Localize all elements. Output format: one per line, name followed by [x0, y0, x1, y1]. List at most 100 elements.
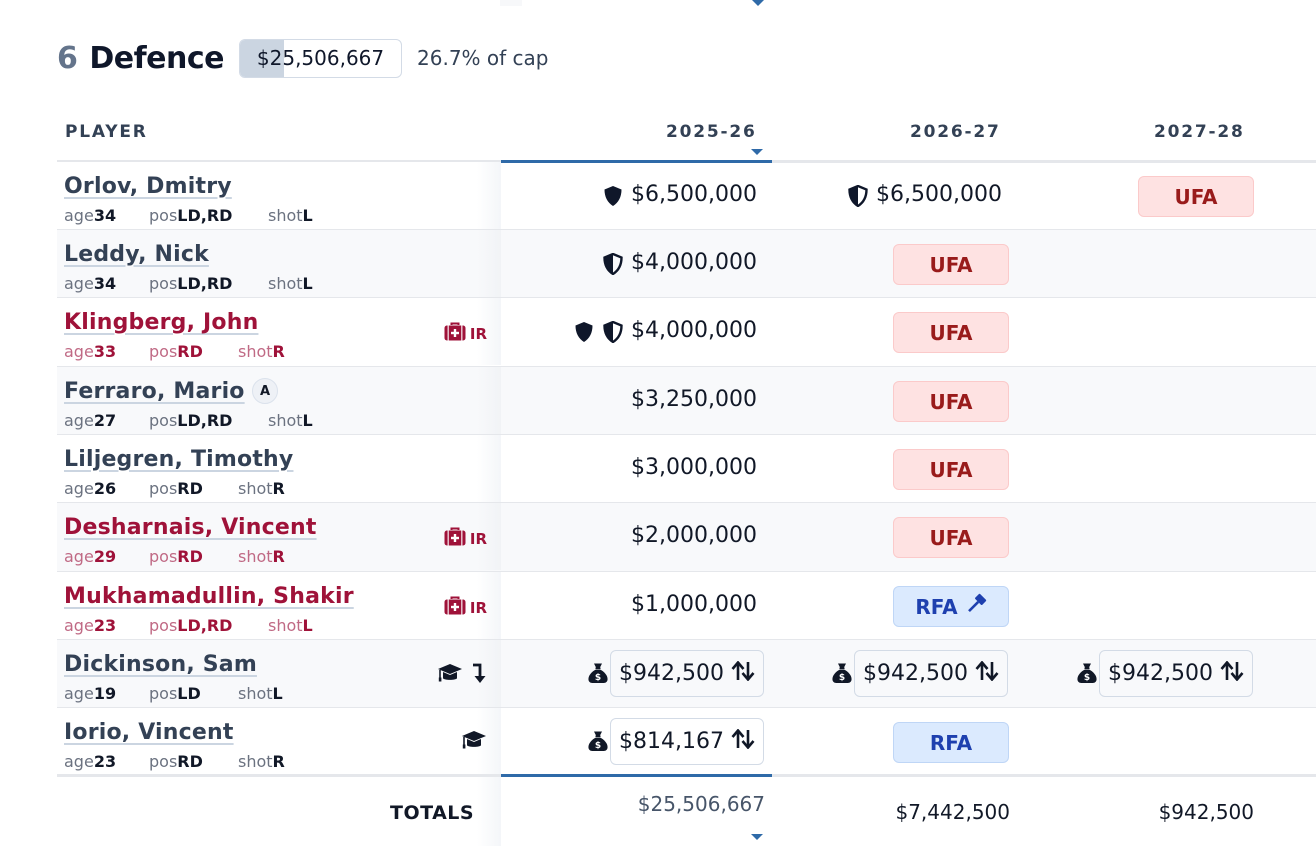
player-name-link[interactable]: Dickinson, Sam	[64, 652, 257, 677]
ufa-badge: UFA	[1138, 176, 1254, 217]
age-label: age	[64, 411, 94, 430]
no-trade-full-shield-icon[interactable]	[574, 321, 594, 347]
swap-arrows-icon	[724, 727, 755, 755]
injured-reserve-tag: IR	[444, 527, 487, 550]
player-name-link[interactable]: Iorio, Vincent	[64, 720, 234, 745]
player-name-link[interactable]: Liljegren, Timothy	[64, 447, 294, 472]
shot-label: shot	[268, 616, 303, 635]
header-divider	[57, 160, 1316, 163]
status-label: UFA	[929, 252, 973, 277]
cap-hit-badge: $25,506,667	[239, 38, 403, 78]
player-cell: Liljegren, Timothy age26 posRD shotR	[57, 435, 501, 502]
injured-reserve-tag: IR	[444, 596, 487, 619]
alternate-captain-badge: A	[252, 378, 278, 404]
svg-text:$: $	[595, 741, 601, 751]
slide-contract-amount[interactable]: $942,500	[610, 650, 764, 697]
section-title: Defence	[89, 40, 225, 76]
status-label: RFA	[929, 730, 973, 755]
table-header: PLAYER 2025-26 2026-27 2027-28	[57, 94, 1316, 163]
column-header-player[interactable]: PLAYER	[65, 122, 148, 142]
age-value: 34	[93, 274, 117, 293]
shot-value: L	[302, 206, 313, 225]
pos-label: pos	[149, 684, 178, 703]
svg-text:$: $	[1084, 673, 1090, 683]
sort-desc-icon	[751, 149, 763, 155]
ir-label: IR	[469, 324, 487, 343]
column-header-2027-28[interactable]: 2027-28	[1154, 122, 1245, 142]
pos-value: LD,RD	[177, 274, 233, 293]
shot-value: L	[272, 684, 283, 703]
player-cell: Klingberg, John age33 posRD shotR IR	[57, 298, 501, 365]
signing-bonus-moneybag-icon: $	[831, 662, 853, 688]
player-row: Orlov, Dmitry age34 posLD,RD shotL $6,500,00…	[57, 162, 1316, 230]
player-row: Dickinson, Sam age19 posLD shotL $942,500 $ $9…	[57, 640, 1316, 708]
signing-bonus-moneybag-icon: $	[587, 662, 609, 688]
status-label: UFA	[929, 320, 973, 345]
ir-label: IR	[469, 529, 487, 548]
total-2026-27: $7,442,500	[895, 800, 1010, 824]
shot-label: shot	[238, 752, 273, 771]
cap-hit-amount: $4,000,000	[631, 250, 757, 275]
graduation-cap-icon	[461, 730, 487, 754]
injured-reserve-tag: IR	[444, 322, 487, 345]
pos-value: RD	[177, 752, 203, 771]
sort-desc-icon	[751, 834, 763, 840]
rfa-badge: RFA	[893, 722, 1009, 763]
slide-contract-amount[interactable]: $814,167	[610, 718, 764, 765]
shot-label: shot	[238, 684, 273, 703]
no-trade-partial-shield-icon[interactable]	[603, 320, 623, 347]
player-cell: Leddy, Nick age34 posLD,RD shotL	[57, 230, 501, 297]
cap-hit-value: $25,506,667	[256, 46, 385, 70]
shot-value: L	[302, 274, 313, 293]
pos-label: pos	[149, 206, 178, 225]
slide-contract-amount[interactable]: $942,500	[1099, 650, 1253, 697]
age-label: age	[64, 616, 94, 635]
shot-label: shot	[268, 206, 303, 225]
shot-value: R	[272, 342, 285, 361]
shot-value: L	[302, 616, 313, 635]
medkit-icon	[444, 527, 470, 550]
no-trade-partial-shield-icon[interactable]	[603, 252, 623, 279]
age-value: 34	[93, 206, 117, 225]
shot-label: shot	[238, 342, 273, 361]
cap-hit-amount: $2,000,000	[631, 523, 757, 548]
cap-hit-amount: $942,500	[863, 661, 968, 686]
age-value: 33	[93, 342, 117, 361]
cap-hit-amount: $3,250,000	[631, 387, 757, 412]
player-cell: Orlov, Dmitry age34 posLD,RD shotL	[57, 162, 501, 229]
player-cell: Desharnais, Vincent age29 posRD shotR IR	[57, 503, 501, 570]
totals-divider	[57, 774, 1316, 777]
player-name-link[interactable]: Ferraro, Mario	[64, 379, 245, 404]
age-label: age	[64, 274, 94, 293]
no-trade-partial-shield-icon[interactable]	[848, 184, 868, 211]
slide-contract-amount[interactable]: $942,500	[854, 650, 1008, 697]
status-label: UFA	[929, 389, 973, 414]
total-2027-28: $942,500	[1158, 800, 1254, 824]
cap-hit-amount: $4,000,000	[631, 318, 757, 343]
svg-text:$: $	[595, 673, 601, 683]
column-header-2026-27[interactable]: 2026-27	[910, 122, 1001, 142]
pos-value: RD	[177, 342, 203, 361]
age-label: age	[64, 752, 94, 771]
ufa-badge: UFA	[893, 381, 1009, 422]
pos-label: pos	[149, 752, 178, 771]
player-row: Klingberg, John age33 posRD shotR IR $4,000,0…	[57, 298, 1316, 367]
column-header-2025-26[interactable]: 2025-26	[666, 122, 757, 142]
ir-label: IR	[469, 598, 487, 617]
swap-arrows-icon	[724, 659, 755, 687]
player-name-link[interactable]: Orlov, Dmitry	[64, 174, 232, 199]
no-trade-full-shield-icon[interactable]	[603, 185, 623, 211]
player-name-link[interactable]: Desharnais, Vincent	[64, 515, 317, 540]
player-name-link[interactable]: Klingberg, John	[64, 310, 259, 335]
shot-value: R	[272, 479, 285, 498]
cap-hit-amount: $814,167	[619, 729, 724, 754]
shot-label: shot	[238, 479, 273, 498]
player-name-link[interactable]: Leddy, Nick	[64, 242, 209, 267]
shot-value: R	[272, 752, 285, 771]
pos-value: LD,RD	[177, 616, 233, 635]
player-name-link[interactable]: Mukhamadullin, Shakir	[64, 584, 354, 609]
totals-row: TOTALS $25,506,667 $7,442,500 $942,500	[57, 774, 1316, 846]
player-meta: age29 posRD shotR	[64, 547, 285, 566]
cap-percent: 26.7% of cap	[417, 46, 549, 70]
pos-value: LD,RD	[177, 206, 233, 225]
